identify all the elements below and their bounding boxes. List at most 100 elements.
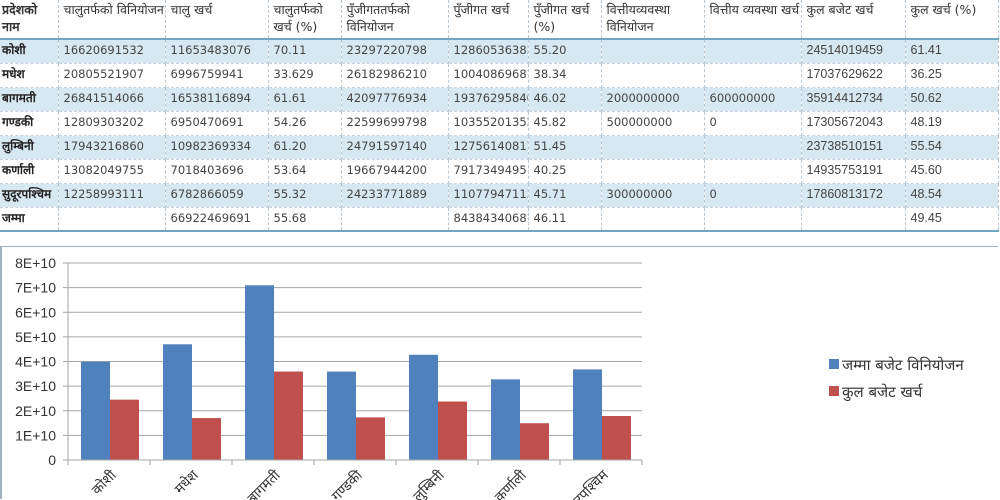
table-cell: [601, 159, 705, 184]
bar-expenditure: [602, 416, 631, 460]
table-cell: [801, 207, 906, 232]
table-cell: 12860536383: [448, 39, 529, 64]
table-row: बागमती 26841514066 16538116894 61.61 4209777…: [0, 87, 999, 112]
bar-expenditure: [192, 418, 221, 460]
table-cell: 300000000: [601, 183, 705, 208]
table-cell: 26841514066: [58, 87, 166, 112]
y-tick-label: 3E+10: [15, 378, 56, 394]
table-cell: 11653483076: [165, 39, 269, 64]
table-cell: 23297220798: [341, 39, 449, 64]
column-header: चालुतर्फको विनियोजन: [58, 0, 166, 40]
table-cell: 48.54: [905, 183, 999, 208]
table-cell: [601, 135, 705, 160]
table-cell: 2000000000: [601, 87, 705, 112]
table-cell: 84384340681: [448, 207, 529, 232]
legend: जम्मा बजेट विनियोजन कुल बजेट खर्च: [829, 356, 964, 402]
table-cell: 70.11: [268, 39, 342, 64]
table-cell: 22599699798: [341, 111, 449, 136]
y-tick-label: 2E+10: [15, 403, 56, 419]
table-cell: 24514019459: [801, 39, 906, 64]
table-cell: [704, 207, 802, 232]
column-header: प्रदेशको नाम: [0, 0, 59, 40]
table-row: मधेश 20805521907 6996759941 33.629 261829862…: [0, 63, 999, 88]
table-cell: 61.41: [905, 39, 999, 64]
province-name-cell: जम्मा: [0, 207, 59, 232]
column-header: वित्तीय व्यवस्था खर्च: [704, 0, 802, 40]
chart-frame: [0, 246, 998, 499]
province-name-cell: सुदूरपश्चिम: [0, 183, 59, 208]
table-cell: 66922469691: [165, 207, 269, 232]
table-cell: 19376295840: [448, 87, 529, 112]
y-tick-label: 5E+10: [15, 329, 56, 345]
y-tick-label: 7E+10: [15, 280, 56, 296]
table-cell: 55.54: [905, 135, 999, 160]
table-cell: 0: [704, 111, 802, 136]
table-cell: 16538116894: [165, 87, 269, 112]
table-cell: 6996759941: [165, 63, 269, 88]
x-tick-label: बागमती: [244, 467, 284, 500]
x-tick-label: मधेश: [171, 466, 202, 497]
table-cell: 49.45: [905, 207, 999, 232]
column-header: कुल बजेट खर्च: [801, 0, 906, 40]
table-cell: 24233771889: [341, 183, 449, 208]
column-header: पुँजीगत खर्च: [448, 0, 529, 40]
table-cell: 16620691532: [58, 39, 166, 64]
column-header: पुँजीगततर्फको विनियोजन: [341, 0, 449, 40]
province-name-cell: कर्णाली: [0, 159, 59, 184]
table-cell: [58, 207, 166, 232]
table-cell: 6782866059: [165, 183, 269, 208]
bars: [81, 285, 631, 460]
bar-allocation: [245, 285, 274, 460]
table-cell: 54.26: [268, 111, 342, 136]
bar-expenditure: [110, 399, 139, 460]
x-tick-label: सुदूरपश्चिम: [559, 466, 613, 500]
province-name-cell: गण्डकी: [0, 111, 59, 136]
table-cell: 600000000: [704, 87, 802, 112]
table-cell: 42097776934: [341, 87, 449, 112]
bar-allocation: [409, 354, 438, 460]
bar-allocation: [163, 344, 192, 460]
column-header: चालु खर्च: [165, 0, 269, 40]
province-name-cell: मधेश: [0, 63, 59, 88]
table-cell: [601, 39, 705, 64]
table-cell: 24791597140: [341, 135, 449, 160]
y-tick-label: 6E+10: [15, 304, 56, 320]
table-cell: [704, 39, 802, 64]
x-axis: [67, 459, 643, 465]
table-cell: 53.64: [268, 159, 342, 184]
table-cell: [704, 159, 802, 184]
table-cell: [341, 207, 449, 232]
table-cell: 45.60: [905, 159, 999, 184]
table-cell: 12809303202: [58, 111, 166, 136]
table-cell: 50.62: [905, 87, 999, 112]
legend-swatch: [829, 359, 839, 369]
table-header-row: प्रदेशको नाम चालुतर्फको विनियोजन चालु खर्च…: [0, 0, 999, 40]
legend-label: कुल बजेट खर्च: [842, 383, 923, 402]
legend-swatch: [829, 386, 839, 396]
budget-table: प्रदेशको नाम चालुतर्फको विनियोजन चालु खर्च…: [0, 0, 999, 232]
column-header: कुल खर्च (%): [905, 0, 999, 40]
x-axis-labels: कोशी मधेश बागमती गण्डकी लुम्बिनी कर्णाली सुदूर…: [88, 466, 613, 500]
table-cell: 7917349495: [448, 159, 529, 184]
table-row: कर्णाली 13082049755 7018403696 53.64 1966794…: [0, 159, 999, 184]
table-cell: 40.25: [528, 159, 602, 184]
table-row: कोशी 16620691532 11653483076 70.11 232972207…: [0, 39, 999, 64]
table-row: सुदूरपश्चिम 12258993111 6782866059 55.32 242…: [0, 183, 999, 208]
table-cell: 12258993111: [58, 183, 166, 208]
table-cell: [601, 63, 705, 88]
table-cell: 11077947113: [448, 183, 529, 208]
bar-allocation: [573, 369, 602, 460]
table-cell: 55.20: [528, 39, 602, 64]
y-axis-ticks: 0 1E+10 2E+10 3E+10 4E+10 5E+10 6E+10 7E+10 8E+1…: [15, 255, 68, 468]
table-cell: 46.11: [528, 207, 602, 232]
table-cell: 35914412734: [801, 87, 906, 112]
table-cell: 12756140817: [448, 135, 529, 160]
bar-allocation: [491, 379, 520, 460]
table-cell: [704, 63, 802, 88]
bar-allocation: [81, 361, 110, 460]
table-cell: 17037629622: [801, 63, 906, 88]
bar-chart: 0 1E+10 2E+10 3E+10 4E+10 5E+10 6E+10 7E+10 8E+1…: [15, 255, 964, 500]
y-tick-label: 8E+10: [15, 255, 56, 271]
x-tick-label: लुम्बिनी: [410, 467, 448, 500]
table-cell: 45.71: [528, 183, 602, 208]
